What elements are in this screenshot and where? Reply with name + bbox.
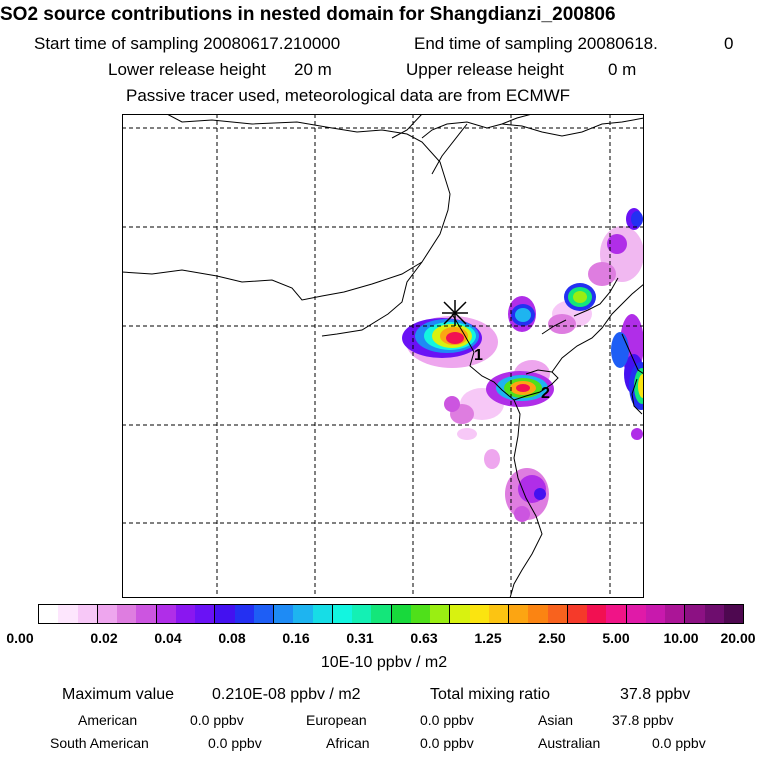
colorbar-cell (253, 605, 274, 623)
region-name-american: American (78, 712, 138, 728)
region-value-asian: 37.8 ppbv (612, 712, 674, 728)
colorbar-cell (587, 605, 607, 623)
colorbar-tick: 2.50 (538, 630, 566, 646)
colorbar-cell (39, 605, 59, 623)
colorbar-cell (195, 605, 216, 623)
site-marker-1: 1 (474, 347, 483, 364)
colorbar-tick: 10.00 (663, 630, 699, 646)
colorbar-tick: 0.04 (154, 630, 182, 646)
colorbar-cell (391, 605, 411, 623)
colorbar-cell (215, 605, 235, 623)
colorbar-cell (626, 605, 646, 623)
colorbar-cell (645, 605, 665, 623)
colorbar-tick: 0.00 (6, 630, 34, 646)
colorbar-cell (723, 605, 743, 623)
colorbar-units: 10E-10 ppbv / m2 (320, 654, 448, 671)
colorbar-tick: 0.16 (282, 630, 310, 646)
lat-lon-grid (122, 114, 644, 598)
colorbar-cell (156, 605, 176, 623)
colorbar-cell (430, 605, 451, 623)
colorbar-cell (685, 605, 705, 623)
colorbar-cell (488, 605, 509, 623)
colorbar (38, 604, 744, 624)
colorbar-tick: 0.31 (346, 630, 374, 646)
region-value-south-american: 0.0 ppbv (208, 735, 262, 751)
upper-release-value: 0 m (608, 60, 637, 79)
colorbar-cell (469, 605, 489, 623)
colorbar-cell (136, 605, 157, 623)
colorbar-cell (77, 605, 98, 623)
colorbar-cell (371, 605, 392, 623)
end-time-value: 0 (724, 34, 734, 53)
lower-release-value: 20 m (294, 60, 332, 79)
colorbar-cell (665, 605, 686, 623)
colorbar-cell (352, 605, 372, 623)
colorbar-tick: 0.63 (410, 630, 438, 646)
concentration-field (402, 208, 644, 522)
lower-release-label: Lower release height (108, 60, 266, 79)
region-value-european: 0.0 ppbv (420, 712, 474, 728)
colorbar-cell (410, 605, 430, 623)
colorbar-cell (97, 605, 117, 623)
colorbar-cell (117, 605, 137, 623)
region-name-australian: Australian (538, 735, 601, 751)
colorbar-cell (234, 605, 254, 623)
colorbar-cell (274, 605, 294, 623)
colorbar-cell (547, 605, 568, 623)
region-name-south-american: South American (50, 735, 149, 751)
colorbar-cell (450, 605, 470, 623)
colorbar-tick: 20.00 (720, 630, 756, 646)
colorbar-cell (312, 605, 333, 623)
region-value-african: 0.0 ppbv (420, 735, 474, 751)
boundaries (122, 114, 644, 598)
colorbar-tick: 1.25 (474, 630, 502, 646)
max-value-label: Maximum value (62, 686, 175, 703)
region-name-african: African (326, 735, 370, 751)
colorbar-cell (293, 605, 313, 623)
start-time-label: Start time of sampling 20080617.210000 (34, 34, 341, 53)
colorbar-cell (606, 605, 627, 623)
region-name-european: European (306, 712, 367, 728)
colorbar-cell (528, 605, 548, 623)
tracer-note: Passive tracer used, meteorological data… (126, 86, 571, 105)
site-marker-2: 2 (541, 385, 550, 402)
colorbar-tick: 0.02 (90, 630, 118, 646)
total-mixing-label: Total mixing ratio (430, 686, 551, 703)
map-panel: 1 2 (122, 114, 644, 598)
total-mixing-value: 37.8 ppbv (620, 686, 691, 703)
region-name-asian: Asian (538, 712, 574, 728)
end-time-label: End time of sampling 20080618. (414, 34, 658, 53)
source-site-marker (442, 300, 468, 326)
colorbar-cell (175, 605, 195, 623)
colorbar-cell (567, 605, 587, 623)
max-value: 0.210E-08 ppbv / m2 (212, 686, 361, 703)
colorbar-cell (509, 605, 529, 623)
plot-title: SO2 source contributions in nested domai… (0, 4, 616, 25)
colorbar-cell (58, 605, 78, 623)
colorbar-tick: 0.08 (218, 630, 246, 646)
colorbar-cell (332, 605, 352, 623)
region-value-american: 0.0 ppbv (190, 712, 244, 728)
upper-release-label: Upper release height (406, 60, 564, 79)
region-value-australian: 0.0 ppbv (652, 735, 706, 751)
colorbar-tick: 5.00 (602, 630, 630, 646)
colorbar-cell (704, 605, 724, 623)
